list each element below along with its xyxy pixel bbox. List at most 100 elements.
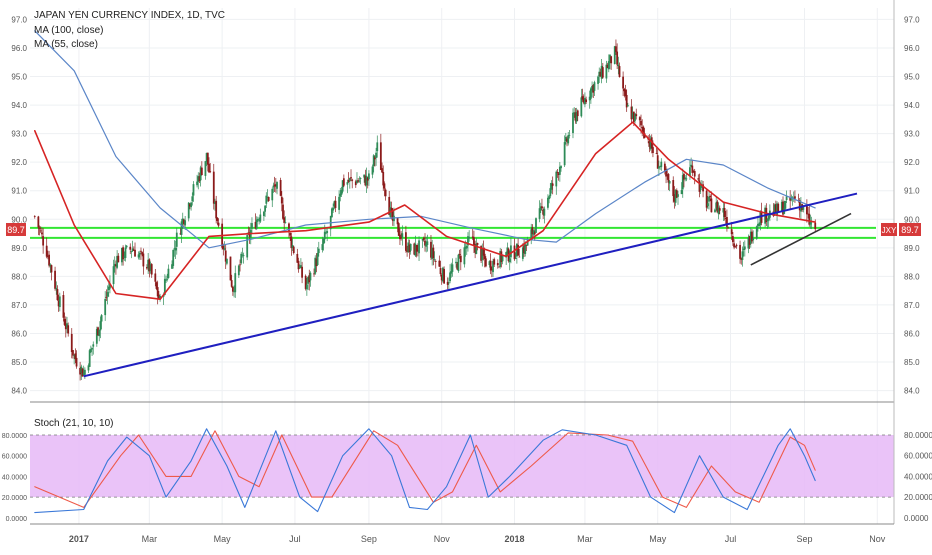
candle-body — [216, 217, 219, 221]
candle-body — [87, 365, 90, 371]
candle-body — [735, 244, 738, 247]
candle-body — [622, 76, 625, 89]
candle-body — [624, 89, 627, 97]
y-tick-label-right: 85.0 — [904, 358, 920, 367]
candle-body — [231, 286, 234, 292]
candle-body — [401, 233, 404, 238]
candle-body — [446, 281, 449, 285]
ma100-line — [34, 30, 816, 249]
candle-body — [113, 263, 116, 267]
candle-body — [255, 219, 258, 229]
candle-body — [438, 260, 441, 267]
candle-body — [364, 175, 367, 186]
candle-body — [381, 168, 383, 173]
candle-body — [800, 205, 802, 212]
candle-body — [382, 171, 385, 186]
x-tick-label: Mar — [577, 534, 593, 544]
candle-body — [171, 264, 173, 269]
candle-body — [521, 247, 524, 259]
candle-body — [155, 282, 158, 289]
candle-body — [421, 238, 424, 241]
candle-body — [217, 222, 220, 226]
candle-body — [70, 333, 73, 353]
candle-body — [190, 202, 193, 208]
candle-body — [38, 227, 41, 229]
candle-body — [600, 65, 603, 79]
candle-body — [524, 244, 527, 254]
x-tick-label: May — [649, 534, 667, 544]
chart-title: JAPAN YEN CURRENCY INDEX, 1D, TVC — [34, 10, 225, 21]
candle-body — [179, 233, 182, 235]
candle-body — [66, 323, 68, 328]
candle-body — [626, 105, 629, 107]
candle-body — [291, 245, 294, 249]
candle-body — [163, 278, 166, 295]
candle-body — [142, 253, 145, 267]
candle-body — [780, 201, 783, 211]
candle-body — [547, 197, 549, 208]
candle-body — [42, 236, 45, 246]
candle-body — [57, 300, 60, 307]
candle-body — [580, 97, 583, 117]
candle-body — [248, 232, 251, 237]
candle-body — [576, 110, 579, 117]
candle-body — [488, 261, 491, 266]
y-tick-label-right: 94.0 — [904, 101, 920, 110]
candle-body — [443, 269, 445, 284]
candle-body — [548, 196, 551, 200]
candle-body — [89, 349, 92, 352]
candle-body — [109, 283, 111, 289]
y-tick-label-right: 97.0 — [904, 15, 920, 24]
stoch-tick-label-left: 60.0000 — [2, 454, 27, 461]
candle-body — [773, 204, 776, 215]
stoch-tick-label-left: 40.0000 — [2, 474, 27, 481]
candle-body — [573, 112, 576, 114]
candle-body — [808, 213, 811, 225]
candle-body — [757, 223, 759, 227]
candle-body — [132, 249, 135, 251]
y-tick-label-left: 95.0 — [11, 73, 27, 82]
candle-body — [699, 183, 702, 191]
candle-body — [560, 166, 562, 169]
stoch-tick-label-right: 20.0000 — [904, 493, 932, 502]
candle-body — [455, 261, 457, 264]
candle-body — [518, 256, 521, 258]
candle-body — [309, 272, 312, 281]
candle-body — [814, 222, 817, 230]
candle-body — [490, 269, 493, 271]
candle-body — [615, 46, 617, 52]
candle-body — [340, 190, 343, 195]
candle-body — [363, 174, 366, 178]
y-tick-label-right: 93.0 — [904, 130, 920, 139]
candle-body — [334, 200, 337, 208]
candle-body — [305, 284, 308, 290]
candle-body — [464, 246, 467, 249]
candle-body — [418, 240, 420, 254]
candle-body — [271, 188, 274, 201]
candle-body — [91, 347, 93, 350]
candle-body — [229, 256, 232, 281]
candle-body — [751, 231, 753, 242]
stoch-band-fill — [30, 434, 894, 498]
candle-body — [672, 180, 675, 197]
candle-body — [138, 252, 141, 255]
candle-body — [99, 321, 102, 331]
candle-body — [727, 227, 730, 229]
candle-body — [555, 171, 558, 187]
candle-body — [350, 177, 352, 179]
candle-body — [39, 230, 42, 232]
y-tick-label-left: 89.0 — [11, 244, 27, 253]
candle-body — [709, 195, 712, 198]
candle-body — [473, 237, 475, 246]
candle-body — [64, 323, 67, 330]
candle-body — [702, 184, 704, 192]
candle-body — [530, 229, 533, 239]
candle-body — [714, 209, 716, 213]
candle-body — [641, 127, 644, 129]
candle-body — [258, 219, 261, 221]
candle-body — [63, 318, 66, 325]
candle-body — [674, 189, 677, 203]
candle-body — [208, 163, 210, 173]
candle-body — [157, 294, 160, 300]
candle-body — [649, 138, 652, 149]
